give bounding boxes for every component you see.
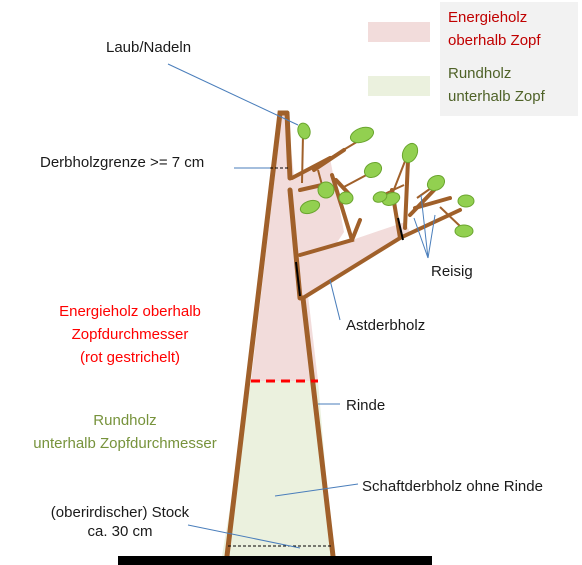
- label-stock-line1: (oberirdischer) Stock: [50, 504, 190, 521]
- leaf: [338, 191, 354, 205]
- leaves: [297, 122, 475, 238]
- leaf: [457, 194, 475, 208]
- legend-energieholz-line2: oberhalb Zopf: [448, 32, 541, 49]
- leaf: [317, 181, 335, 199]
- leaf: [299, 199, 321, 215]
- energieholz-branch-area-2: [300, 222, 410, 298]
- legend-item-energieholz: Energieholz oberhalb Zopf: [440, 2, 578, 60]
- label-stock-line2: ca. 30 cm: [87, 523, 153, 540]
- label-energieholz-line3: (rot gestrichelt): [79, 349, 181, 366]
- energieholz-stem-area: [251, 115, 318, 381]
- branches: [290, 148, 462, 300]
- leaf: [426, 174, 446, 192]
- legend-rundholz-line2: unterhalb Zopf: [448, 88, 545, 105]
- leaf: [363, 161, 383, 179]
- label-stock: (oberirdischer) Stock ca. 30 cm: [30, 503, 210, 541]
- rundholz-area: [222, 381, 333, 556]
- label-rundholz-zopf: Rundholz unterhalb Zopfdurchmesser: [10, 409, 240, 455]
- callout-lines: [167, 63, 436, 549]
- legend-rundholz-line1: Rundholz: [448, 65, 512, 82]
- label-laub-nadeln: Laub/Nadeln: [106, 39, 192, 56]
- label-energieholz-line2: Zopfdurchmesser: [71, 326, 189, 343]
- label-reisig: Reisig: [431, 263, 473, 280]
- label-astderbholz: Astderbholz: [346, 317, 426, 334]
- leaf: [454, 224, 474, 238]
- label-energieholz-line1: Energieholz oberhalb: [59, 303, 201, 320]
- leaf: [297, 122, 311, 140]
- label-rinde: Rinde: [346, 397, 386, 414]
- legend-swatch-energieholz: [368, 22, 430, 42]
- leaf: [401, 142, 419, 164]
- legend-item-rundholz: Rundholz unterhalb Zopf: [440, 58, 578, 116]
- label-schaftderbholz: Schaftderbholz ohne Rinde: [362, 478, 543, 495]
- ground-bar: [118, 556, 432, 565]
- label-derbholzgrenze: Derbholzgrenze >= 7 cm: [40, 154, 205, 171]
- leaf: [372, 191, 388, 203]
- label-rundholz-line1: Rundholz: [93, 412, 157, 429]
- label-rundholz-line2: unterhalb Zopfdurchmesser: [33, 435, 217, 452]
- legend-swatch-rundholz: [368, 76, 430, 96]
- label-energieholz-zopf: Energieholz oberhalb Zopfdurchmesser (ro…: [20, 300, 240, 369]
- derbholz-marks: [295, 217, 404, 297]
- leaf: [349, 126, 375, 144]
- legend-energieholz-line1: Energieholz: [448, 9, 528, 26]
